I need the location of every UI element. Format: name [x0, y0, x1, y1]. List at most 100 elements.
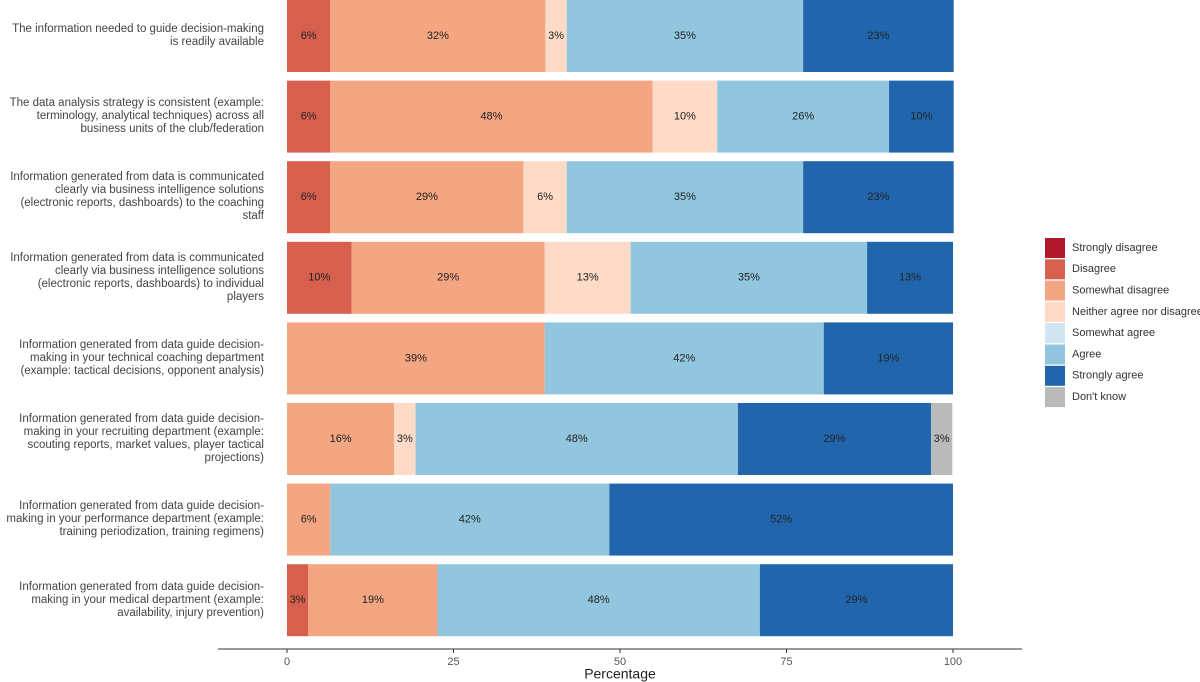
x-tick-label: 75 [780, 656, 792, 668]
category-label: Information generated from data is commu… [10, 171, 264, 223]
bar-segment [351, 241, 545, 314]
bar-segment [330, 0, 546, 72]
bar-segment [630, 241, 868, 314]
value-label: 13% [577, 272, 599, 284]
legend-swatch [1045, 344, 1065, 365]
value-label: 48% [480, 111, 502, 123]
legend-swatch [1045, 238, 1065, 258]
value-label: 48% [566, 433, 588, 445]
bar-segment [415, 403, 738, 475]
value-label: 39% [405, 352, 427, 364]
value-label: 3% [397, 433, 413, 445]
value-label: 29% [437, 272, 459, 284]
bar-segment [545, 0, 567, 72]
category-label: The data analysis strategy is consistent… [9, 97, 264, 136]
bar-segment [287, 241, 352, 314]
value-label: 29% [845, 594, 867, 606]
value-label: 16% [330, 433, 352, 445]
bar-segment [652, 80, 718, 153]
x-tick-label: 0 [284, 656, 290, 668]
value-label: 13% [899, 272, 921, 284]
value-label: 3% [548, 30, 564, 42]
value-label: 6% [301, 191, 317, 203]
value-label: 52% [770, 514, 792, 526]
bar-segment [330, 483, 610, 556]
category-label: Information generated from data guide de… [19, 338, 264, 377]
bar-segment [523, 161, 567, 234]
bar-segment [737, 403, 932, 475]
bar-segment [544, 322, 824, 395]
value-label: 10% [910, 111, 932, 123]
legend-label: Neither agree nor disagree [1072, 306, 1200, 318]
value-label: 35% [674, 191, 696, 203]
value-label: 42% [673, 352, 695, 364]
category-label: Information generated from data guide de… [19, 580, 264, 619]
value-label: 3% [934, 433, 950, 445]
legend-swatch [1045, 387, 1065, 408]
bar-segment [803, 0, 954, 72]
category-label: The information needed to guide decision… [12, 23, 264, 48]
bar-segment [759, 564, 953, 637]
legend-swatch [1045, 280, 1065, 301]
legend-swatch [1045, 323, 1065, 344]
value-label: 35% [738, 272, 760, 284]
value-label: 6% [537, 191, 553, 203]
bar-segment [287, 161, 331, 234]
value-label: 3% [290, 594, 306, 606]
bar-segment [437, 564, 760, 637]
value-label: 35% [674, 30, 696, 42]
legend-label: Strongly agree [1072, 370, 1144, 382]
value-label: 29% [416, 191, 438, 203]
bar-segment [287, 564, 309, 637]
legend-label: Somewhat agree [1072, 327, 1155, 339]
value-label: 32% [427, 30, 449, 42]
bar-segment [931, 403, 953, 475]
bar-segment [566, 0, 804, 72]
x-tick-label: 50 [614, 656, 626, 668]
category-label: Information generated from data guide de… [19, 413, 264, 464]
value-label: 26% [792, 111, 814, 123]
legend-swatch [1045, 259, 1065, 280]
bar-segment [609, 483, 953, 556]
legend-label: Somewhat disagree [1072, 285, 1169, 297]
value-label: 10% [308, 272, 330, 284]
bar-segment [803, 161, 954, 234]
legend-swatch [1045, 365, 1065, 386]
x-tick-label: 25 [447, 656, 459, 668]
bar-segment [287, 403, 395, 475]
value-label: 6% [301, 111, 317, 123]
bar-segment [308, 564, 438, 637]
value-label: 19% [877, 352, 899, 364]
bar-segment [287, 322, 545, 395]
value-label: 19% [362, 594, 384, 606]
legend-label: Strongly disagree [1072, 242, 1158, 254]
value-label: 42% [459, 514, 481, 526]
legend-label: Disagree [1072, 263, 1116, 275]
legend-swatch [1045, 301, 1065, 322]
value-label: 10% [674, 111, 696, 123]
value-label: 29% [823, 433, 845, 445]
category-label: Information generated from data is commu… [10, 251, 264, 303]
value-label: 6% [301, 30, 317, 42]
legend-label: Agree [1072, 348, 1101, 360]
bar-segment [394, 403, 416, 475]
value-label: 6% [301, 514, 317, 526]
bar-segment [287, 483, 331, 556]
category-label: Information generated from data guide de… [6, 500, 264, 539]
bar-segment [330, 80, 653, 153]
bar-segment [287, 80, 331, 153]
bar-segment [330, 161, 524, 234]
value-label: 23% [867, 191, 889, 203]
legend-label: Don't know [1072, 391, 1126, 403]
bar-segment [867, 241, 953, 314]
bar-segment [544, 241, 631, 314]
bar-segment [889, 80, 954, 153]
bar-segment [717, 80, 890, 153]
bar-segment [287, 0, 331, 72]
value-label: 48% [588, 594, 610, 606]
value-label: 23% [867, 30, 889, 42]
x-axis-title: Percentage [584, 666, 656, 682]
bar-segment [823, 322, 953, 395]
